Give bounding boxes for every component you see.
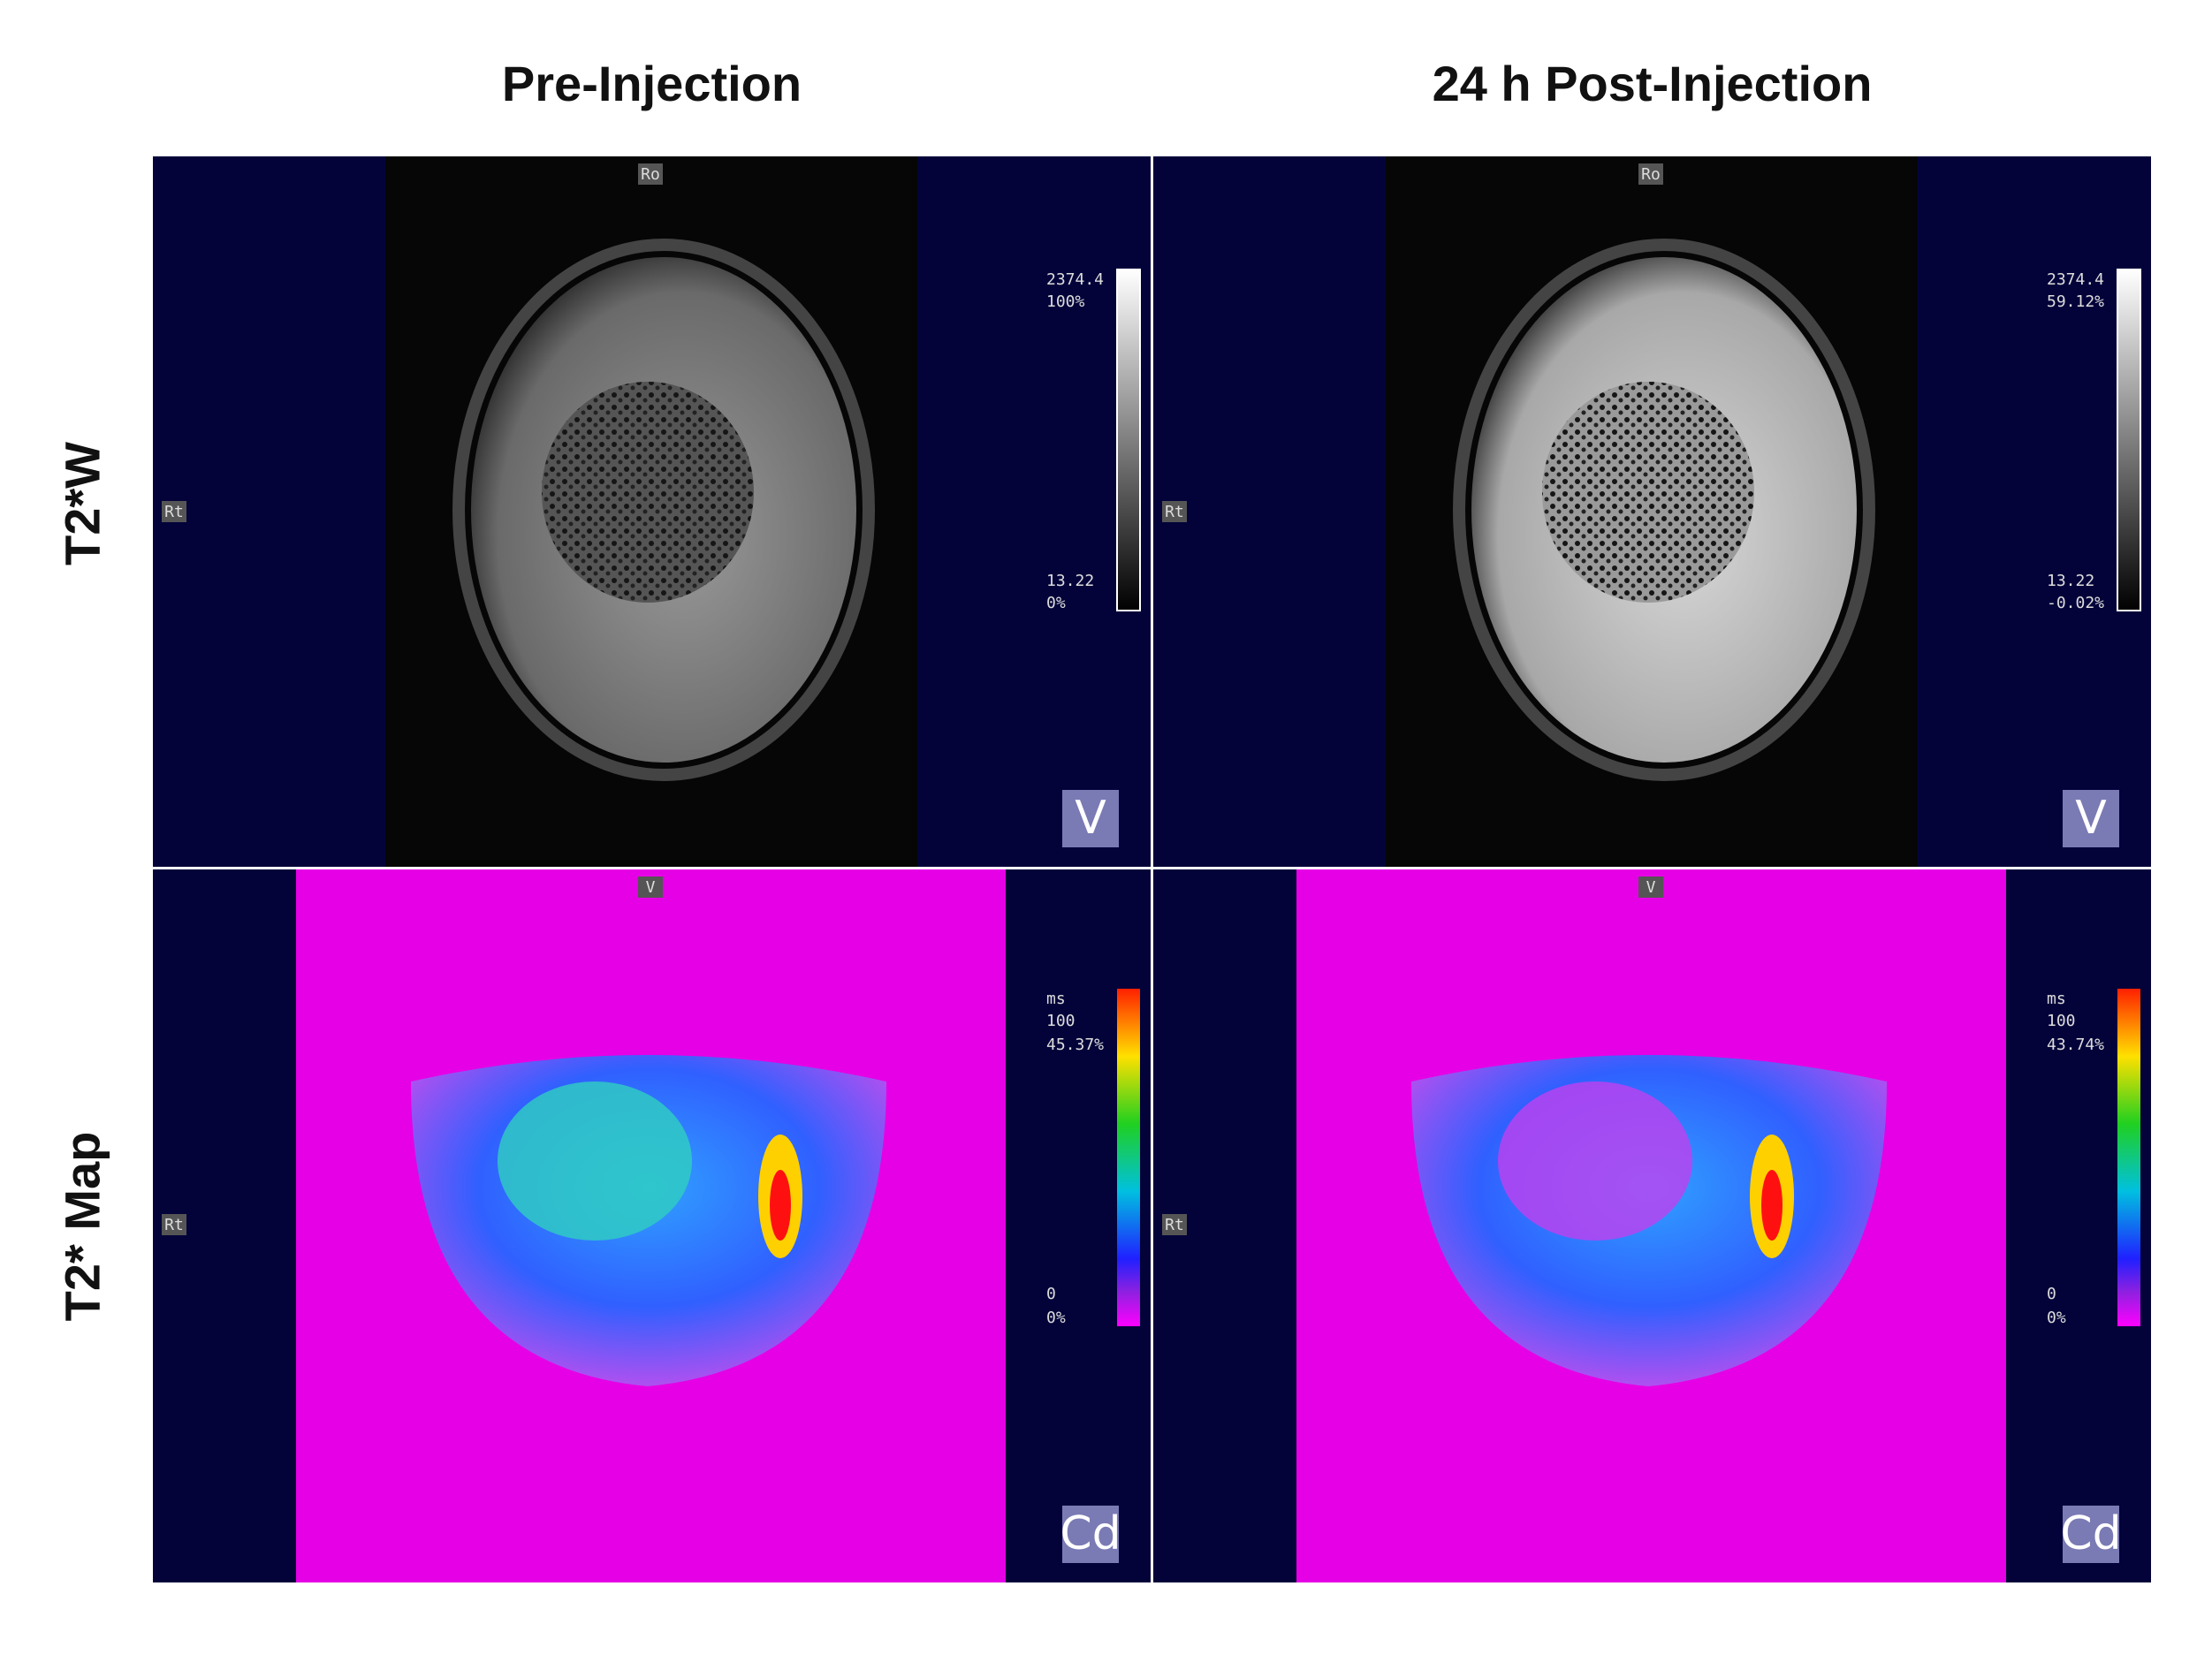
panel-canvas: ms 100 45.37% 0 0% V Rt Cd bbox=[162, 869, 1140, 1582]
hotspot bbox=[1761, 1170, 1783, 1241]
scale-max: 2374.4 bbox=[2047, 270, 2104, 289]
view-box bbox=[1062, 790, 1119, 847]
side-marker: Rt bbox=[164, 1216, 184, 1234]
region bbox=[1498, 1081, 1692, 1241]
view-label: Cd bbox=[2060, 1507, 2121, 1560]
scale-max-pct: 43.74% bbox=[2047, 1036, 2104, 1054]
colorbar bbox=[2117, 269, 2141, 611]
scale-max-pct: 45.37% bbox=[1046, 1036, 1104, 1054]
image-panel: ms 100 45.37% 0 0% V Rt Cd bbox=[153, 869, 1151, 1582]
side-marker: Rt bbox=[164, 503, 184, 521]
view-label: V bbox=[2075, 792, 2107, 845]
top-marker: Ro bbox=[1641, 165, 1661, 184]
scale-min: 13.22 bbox=[2047, 572, 2094, 590]
scale-min: 0 bbox=[1046, 1285, 1056, 1303]
scale-min-pct: -0.02% bbox=[2047, 594, 2104, 612]
view-box bbox=[2063, 790, 2119, 847]
scale-min-pct: 0% bbox=[1046, 594, 1066, 612]
scale-min-pct: 0% bbox=[2047, 1309, 2066, 1327]
marker-box bbox=[1638, 877, 1663, 898]
marker-box bbox=[1162, 501, 1187, 522]
column-title: Pre-Injection bbox=[501, 56, 802, 111]
view-box bbox=[2063, 1506, 2119, 1563]
row-title: T2*W bbox=[54, 442, 110, 565]
scale-min: 0 bbox=[2047, 1285, 2056, 1303]
image-panel: ms 100 43.74% 0 0% V Rt Cd bbox=[1153, 869, 2151, 1582]
scale-max: 2374.4 bbox=[1046, 270, 1104, 289]
colorbar bbox=[2117, 989, 2140, 1326]
marker-box bbox=[162, 501, 186, 522]
colorbar bbox=[1117, 989, 1140, 1326]
scale-max: 100 bbox=[2047, 1012, 2076, 1030]
row-title: T2* Map bbox=[54, 1131, 110, 1322]
scale-max-pct: 100% bbox=[1046, 292, 1085, 311]
marker-box bbox=[162, 1214, 186, 1235]
skull-rim bbox=[1453, 239, 1875, 781]
colorbar bbox=[1116, 269, 1141, 611]
marker-box bbox=[1638, 163, 1663, 185]
image-panel: 2374.4 59.12% 13.22 -0.02% Ro Rt V bbox=[1153, 156, 2151, 867]
top-marker: Ro bbox=[641, 165, 660, 184]
top-marker: V bbox=[646, 878, 656, 897]
top-marker: V bbox=[1646, 878, 1656, 897]
marker-box bbox=[638, 877, 663, 898]
view-label: Cd bbox=[1060, 1507, 1121, 1560]
marker-box bbox=[1162, 1214, 1187, 1235]
view-box bbox=[1062, 1506, 1119, 1563]
panel-canvas: 2374.4 100% 13.22 0% Ro Rt V bbox=[162, 156, 1141, 867]
skull-rim bbox=[452, 239, 875, 781]
unit: ms bbox=[2047, 990, 2066, 1008]
side-marker: Rt bbox=[1165, 503, 1184, 521]
image-panel: 2374.4 100% 13.22 0% Ro Rt V bbox=[153, 156, 1151, 867]
scale-max: 100 bbox=[1046, 1012, 1076, 1030]
side-marker: Rt bbox=[1165, 1216, 1184, 1234]
hotspot bbox=[770, 1170, 791, 1241]
region bbox=[498, 1081, 692, 1241]
tumor bbox=[1542, 382, 1754, 603]
scale-min-pct: 0% bbox=[1046, 1309, 1066, 1327]
view-label: V bbox=[1075, 792, 1106, 845]
panel-canvas: ms 100 43.74% 0 0% V Rt Cd bbox=[1162, 869, 2140, 1582]
marker-box bbox=[638, 163, 663, 185]
scale-max-pct: 59.12% bbox=[2047, 292, 2104, 311]
column-title: 24 h Post-Injection bbox=[1432, 56, 1873, 111]
panel-canvas: 2374.4 59.12% 13.22 -0.02% Ro Rt V bbox=[1162, 156, 2141, 867]
scale-min: 13.22 bbox=[1046, 572, 1094, 590]
unit: ms bbox=[1046, 990, 1066, 1008]
tumor bbox=[542, 382, 754, 603]
